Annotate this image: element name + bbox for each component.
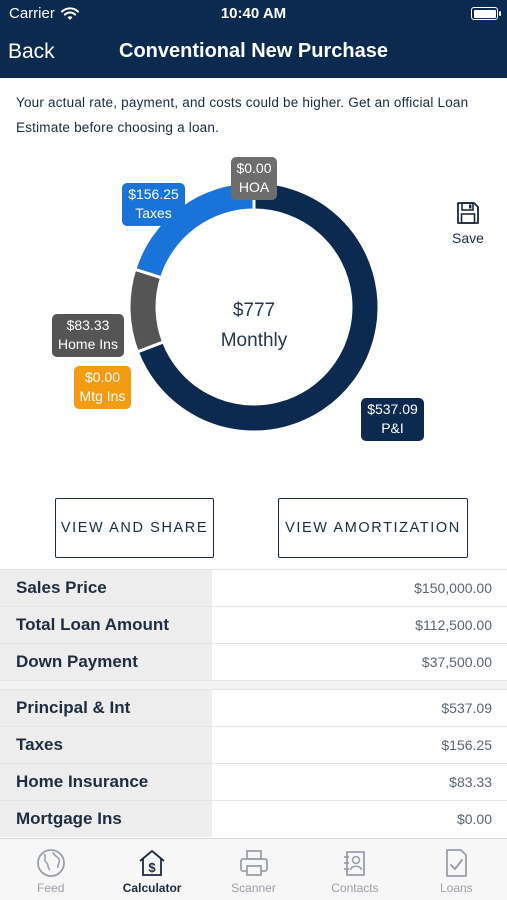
row-value: $37,500.00 — [421, 654, 492, 670]
document-check-icon — [446, 849, 468, 877]
row-total-loan-amount: Total Loan Amount $112,500.00 — [0, 606, 507, 643]
row-value: $156.25 — [441, 737, 492, 753]
row-taxes: Taxes $156.25 — [0, 726, 507, 763]
loan-details-table: Sales Price $150,000.00 Total Loan Amoun… — [0, 569, 507, 837]
row-label: Principal & Int — [0, 690, 212, 726]
row-mortgage-ins: Mortgage Ins $0.00 — [0, 800, 507, 837]
tab-scanner[interactable]: Scanner — [203, 839, 304, 900]
row-principal-int: Principal & Int $537.09 — [0, 689, 507, 726]
row-label: Mortgage Ins — [0, 801, 212, 837]
tab-bar: Feed $ Calculator Scanner Contacts Lo — [0, 838, 507, 900]
row-label: Total Loan Amount — [0, 607, 212, 643]
wifi-icon — [60, 6, 79, 20]
svg-text:$: $ — [148, 860, 156, 875]
chip-pi-label: P&I — [381, 420, 404, 436]
chip-taxes-value: $156.25 — [128, 186, 179, 202]
chip-home-ins-label: Home Ins — [58, 336, 118, 352]
row-down-payment: Down Payment $37,500.00 — [0, 643, 507, 680]
chip-taxes: $156.25 Taxes — [122, 183, 185, 226]
chip-hoa-label: HOA — [238, 179, 270, 195]
payment-breakdown-chart: $777 Monthly $0.00 HOA $156.25 Taxes $83… — [0, 150, 507, 470]
chip-hoa: $0.00 HOA — [231, 157, 277, 200]
tab-loans[interactable]: Loans — [406, 839, 507, 900]
row-value: $150,000.00 — [414, 580, 492, 596]
chip-taxes-label: Taxes — [135, 205, 172, 221]
chart-center-amount: $777 — [232, 300, 276, 321]
donut-chart — [127, 180, 381, 434]
chart-center-label: Monthly — [220, 330, 288, 351]
row-value: $537.09 — [441, 700, 492, 716]
save-icon — [457, 202, 479, 224]
tab-label: Contacts — [331, 881, 379, 895]
globe-icon — [36, 849, 65, 877]
tab-label: Feed — [37, 881, 65, 895]
section-divider — [0, 680, 507, 689]
disclaimer-text: Your actual rate, payment, and costs cou… — [16, 95, 469, 135]
row-home-insurance: Home Insurance $83.33 — [0, 763, 507, 800]
view-and-share-button[interactable]: VIEW AND SHARE — [55, 498, 214, 558]
carrier-label: Carrier — [9, 5, 55, 22]
tab-label: Scanner — [231, 881, 276, 895]
chip-mtg-ins-label: Mtg Ins — [79, 388, 126, 404]
back-button[interactable]: Back — [8, 40, 55, 63]
tab-feed[interactable]: Feed — [0, 839, 101, 900]
tab-label: Calculator — [122, 881, 182, 895]
chip-mtg-ins-value: $0.00 — [84, 369, 121, 385]
chip-home-ins-value: $83.33 — [66, 317, 110, 333]
row-label: Home Insurance — [0, 764, 212, 800]
row-label: Sales Price — [0, 570, 212, 606]
row-value: $0.00 — [456, 811, 492, 827]
tab-calculator[interactable]: $ Calculator — [101, 839, 202, 900]
chip-pi-value: $537.09 — [367, 401, 418, 417]
row-label: Taxes — [0, 727, 212, 763]
slice-p-i — [135, 180, 381, 434]
contacts-icon — [343, 851, 365, 876]
chip-pi: $537.09 P&I — [361, 398, 424, 441]
row-value: $83.33 — [449, 774, 492, 790]
row-sales-price: Sales Price $150,000.00 — [0, 569, 507, 606]
chip-mtg-ins: $0.00 Mtg Ins — [74, 366, 131, 409]
top-bar: Carrier 10:40 AM Back Conventional New P… — [0, 0, 507, 78]
calculator-house-icon: $ — [139, 850, 165, 876]
row-value: $112,500.00 — [415, 617, 492, 633]
chip-home-ins: $83.33 Home Ins — [52, 314, 124, 357]
clock: 10:40 AM — [220, 5, 287, 22]
chip-hoa-value: $0.00 — [236, 160, 272, 176]
status-bar: Carrier 10:40 AM — [0, 0, 507, 28]
tab-contacts[interactable]: Contacts — [304, 839, 405, 900]
carrier-indicator: Carrier — [9, 5, 79, 22]
save-button[interactable]: Save — [447, 200, 489, 246]
row-label: Down Payment — [0, 644, 212, 680]
battery-icon — [471, 7, 501, 20]
page-title: Conventional New Purchase — [119, 40, 388, 62]
navigation-bar: Back Conventional New Purchase — [0, 30, 507, 74]
save-label: Save — [452, 230, 484, 246]
printer-icon — [239, 850, 268, 876]
tab-label: Loans — [439, 881, 473, 895]
view-amortization-button[interactable]: VIEW AMORTIZATION — [278, 498, 468, 558]
